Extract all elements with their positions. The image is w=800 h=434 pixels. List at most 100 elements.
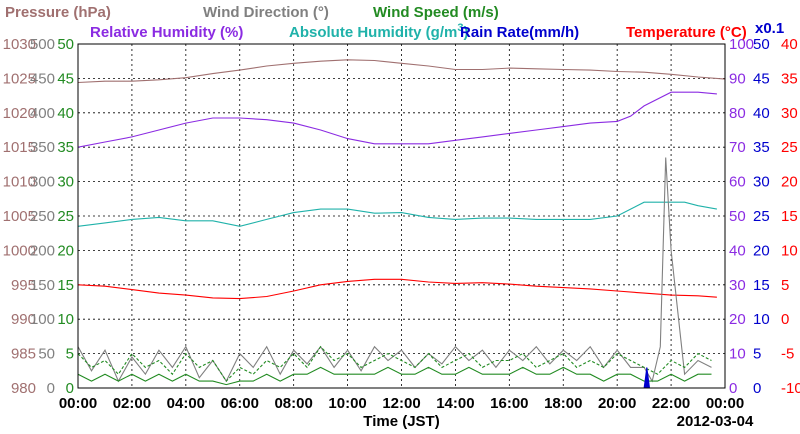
y-tick-label-rain: 40: [753, 105, 770, 122]
x-tick-label: 16:00: [490, 395, 528, 412]
y-tick-label-humidity: 70: [729, 139, 746, 156]
y-tick-label-humidity: 100: [729, 36, 754, 53]
y-tick-label-wind-dir: 100: [30, 311, 55, 328]
x-tick-label: 04:00: [167, 395, 205, 412]
y-tick-label-rain: 20: [753, 242, 770, 259]
y-tick-label-wind-dir: 200: [30, 242, 55, 259]
y-tick-label-temperature: -10: [781, 380, 800, 397]
y-tick-label-pressure: 1020: [3, 105, 36, 122]
x-tick-label: 06:00: [221, 395, 259, 412]
legend-label: Absolute Humidity (g/m3): [289, 22, 468, 41]
y-tick-label-humidity: 90: [729, 70, 746, 87]
y-tick-label-rain: 5: [753, 346, 761, 363]
series-temperature-c: [77, 278, 717, 300]
x-tick-label: 02:00: [113, 395, 151, 412]
grid: [78, 44, 725, 388]
y-tick-label-wind-speed: 50: [57, 36, 74, 53]
y-tick-label-wind-speed: 15: [57, 277, 74, 294]
y-tick-label-pressure: 985: [11, 346, 36, 363]
y-tick-label-humidity: 10: [729, 346, 746, 363]
y-tick-label-wind-speed: 30: [57, 174, 74, 191]
x-tick-label: 14:00: [436, 395, 474, 412]
y-tick-label-temperature: -5: [781, 346, 794, 363]
y-tick-label-wind-dir: 0: [47, 380, 55, 397]
y-tick-label-temperature: 25: [781, 139, 798, 156]
y-tick-label-wind-dir: 250: [30, 208, 55, 225]
y-tick-label-pressure: 1005: [3, 208, 36, 225]
legend: Pressure (hPa) Wind Direction (°) Wind Spe…: [5, 4, 784, 41]
y-tick-label-temperature: 40: [781, 36, 798, 53]
y-tick-label-temperature: 5: [781, 277, 789, 294]
y-axes: 1030102510201015101010051000995990985980…: [3, 36, 800, 397]
y-tick-label-wind-dir: 500: [30, 36, 55, 53]
x-tick-label: 18:00: [544, 395, 582, 412]
y-tick-label-humidity: 60: [729, 174, 746, 191]
y-tick-label-pressure: 980: [11, 380, 36, 397]
x-axis-title: Time (JST): [363, 413, 439, 430]
series-wind-speed-m-s: [77, 345, 712, 382]
legend-label: Wind Direction (°): [203, 4, 329, 21]
legend-label: Temperature (°C): [626, 24, 747, 41]
y-tick-label-pressure: 1025: [3, 70, 36, 87]
y-tick-label-temperature: 20: [781, 174, 798, 191]
series-wind-speed-avg-m-s: [77, 366, 712, 386]
y-tick-label-humidity: 0: [729, 380, 737, 397]
y-tick-label-rain: 15: [753, 277, 770, 294]
y-tick-label-humidity: 30: [729, 277, 746, 294]
y-tick-label-humidity: 80: [729, 105, 746, 122]
y-tick-label-pressure: 990: [11, 311, 36, 328]
legend-label: Pressure (hPa): [5, 4, 111, 21]
y-tick-label-pressure: 1000: [3, 242, 36, 259]
plot-frame: [77, 43, 726, 389]
x-tick-label: 22:00: [652, 395, 690, 412]
y-tick-label-rain: 50: [753, 36, 770, 53]
y-tick-label-humidity: 20: [729, 311, 746, 328]
x-tick-label: 20:00: [598, 395, 636, 412]
y-tick-label-wind-dir: 50: [38, 346, 55, 363]
y-tick-label-temperature: 30: [781, 105, 798, 122]
legend-label: Relative Humidity (%): [90, 24, 243, 41]
y-tick-label-wind-speed: 20: [57, 242, 74, 259]
x-tick-label: 10:00: [328, 395, 366, 412]
y-tick-label-rain: 30: [753, 174, 770, 191]
y-tick-label-humidity: 40: [729, 242, 746, 259]
x-tick-label: 00:00: [59, 395, 97, 412]
date-label: 2012-03-04: [677, 413, 754, 430]
y-tick-label-rain: 45: [753, 70, 770, 87]
legend-label: Rain Rate(mm/h): [460, 24, 579, 41]
y-tick-label-wind-dir: 350: [30, 139, 55, 156]
y-tick-label-wind-speed: 35: [57, 139, 74, 156]
series-pressure-hpa: [77, 59, 726, 84]
x-axis: 00:00 02:00 04:00 06:00 08:00 10:00 12:00 14:00…: [59, 395, 754, 430]
y-tick-label-rain: 25: [753, 208, 770, 225]
y-tick-label-pressure: 1010: [3, 174, 36, 191]
y-tick-label-wind-dir: 450: [30, 70, 55, 87]
y-tick-label-wind-speed: 45: [57, 70, 74, 87]
y-tick-label-temperature: 35: [781, 70, 798, 87]
series-wind-direction: [77, 157, 712, 383]
y-tick-label-pressure: 1030: [3, 36, 36, 53]
series-layer: [77, 59, 726, 389]
y-tick-label-wind-speed: 40: [57, 105, 74, 122]
series-relative-humidity: [77, 91, 717, 148]
y-tick-label-humidity: 50: [729, 208, 746, 225]
y-tick-label-wind-speed: 0: [66, 380, 74, 397]
series-absolute-humidity-g-m3: [77, 201, 717, 227]
x-tick-label: 08:00: [274, 395, 312, 412]
y-tick-label-wind-dir: 300: [30, 174, 55, 191]
y-tick-label-rain: 35: [753, 139, 770, 156]
y-tick-label-wind-speed: 25: [57, 208, 74, 225]
x-tick-label: 12:00: [382, 395, 420, 412]
series-rain-rate: [643, 367, 651, 389]
y-tick-label-rain: 0: [753, 380, 761, 397]
x-tick-label: 00:00: [706, 395, 744, 412]
rain-scale-note: x0.1: [755, 20, 784, 37]
legend-label: Wind Speed (m/s): [373, 4, 499, 21]
y-tick-label-wind-dir: 400: [30, 105, 55, 122]
y-tick-label-temperature: 15: [781, 208, 798, 225]
y-tick-label-wind-dir: 150: [30, 277, 55, 294]
y-tick-label-wind-speed: 10: [57, 311, 74, 328]
y-tick-label-temperature: 0: [781, 311, 789, 328]
